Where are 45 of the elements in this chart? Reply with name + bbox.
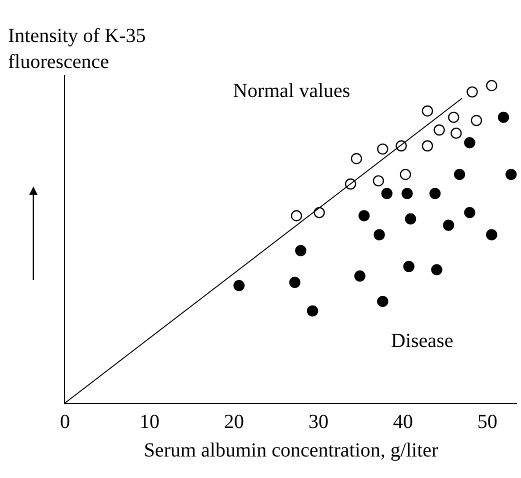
series-label: Disease — [391, 330, 454, 352]
y-axis-title: Intensity of K-35 fluorescence — [8, 25, 146, 73]
point — [404, 213, 416, 224]
text: Normal values — [233, 80, 350, 102]
point — [350, 152, 362, 164]
point — [505, 168, 517, 180]
point — [454, 168, 466, 180]
point — [314, 206, 325, 218]
point — [422, 140, 434, 152]
point — [486, 80, 498, 92]
point — [434, 124, 445, 136]
point — [295, 245, 306, 256]
x-tick-label: 30 — [308, 411, 328, 433]
x-tick-label: 50 — [477, 411, 498, 433]
point — [358, 210, 370, 222]
point — [442, 220, 454, 231]
x-tick-label: 40 — [392, 411, 413, 433]
x-axis-title: Serum albumin concentration, g/liter — [144, 440, 439, 462]
point — [289, 276, 300, 288]
point — [233, 280, 245, 292]
point — [400, 168, 412, 180]
point — [450, 128, 462, 139]
point — [422, 105, 434, 117]
point — [372, 175, 384, 186]
point — [402, 188, 413, 200]
x-tick-label: 20 — [224, 411, 244, 433]
point — [464, 206, 476, 218]
point — [498, 112, 510, 123]
point — [431, 264, 442, 276]
point — [429, 188, 441, 200]
x-tick-label: 0 — [60, 411, 70, 433]
point — [377, 296, 388, 308]
point — [377, 143, 388, 155]
point — [486, 229, 498, 240]
point — [403, 260, 414, 272]
point — [464, 137, 476, 148]
point — [290, 210, 302, 222]
point — [306, 305, 318, 317]
x-tick-label: 10 — [139, 411, 160, 433]
point — [381, 188, 392, 200]
point — [354, 270, 366, 282]
point — [466, 86, 478, 98]
point — [374, 229, 385, 240]
point — [448, 112, 460, 123]
point — [470, 114, 482, 126]
